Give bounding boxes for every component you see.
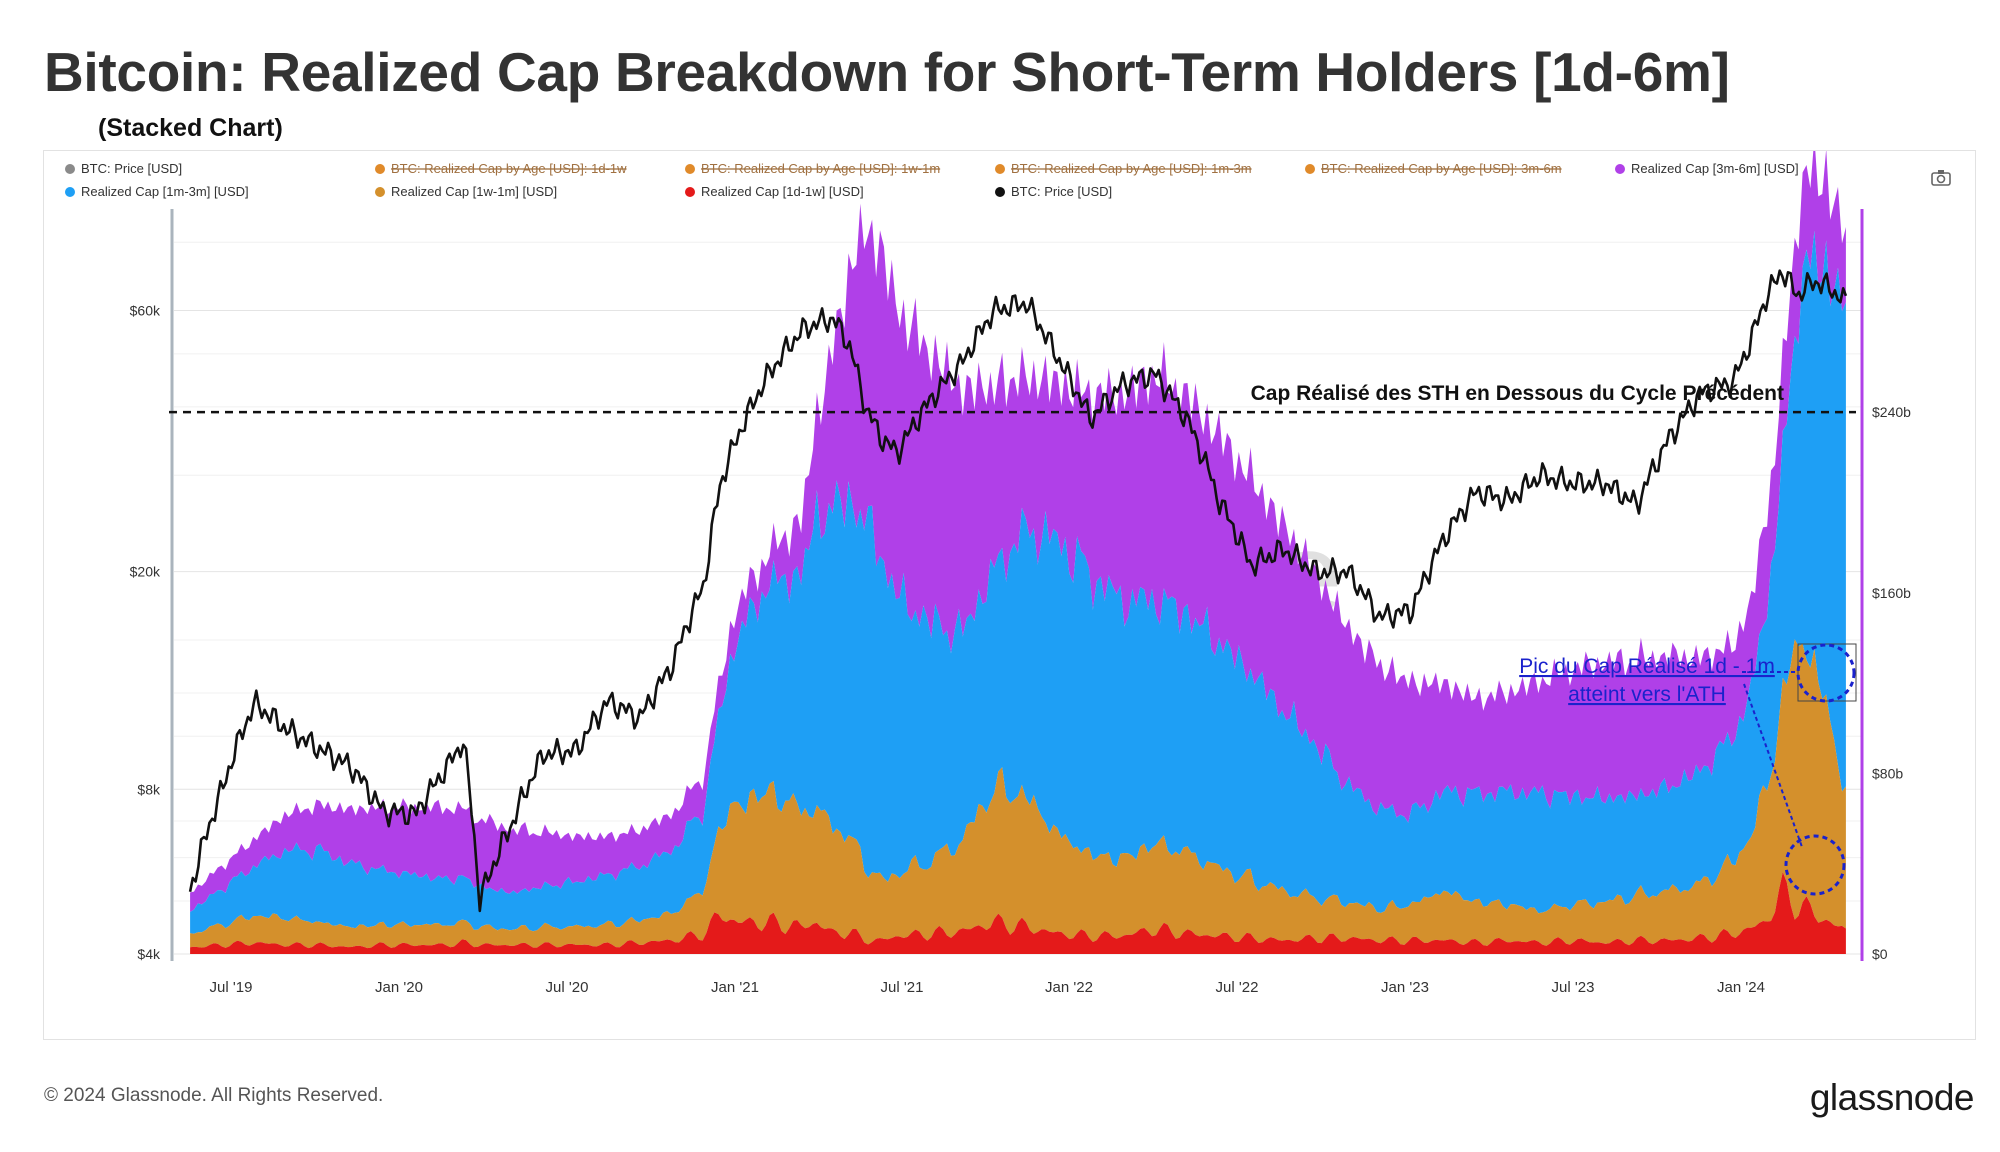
legend-label: BTC: Price [USD] — [1011, 184, 1112, 199]
legend-item[interactable]: BTC: Realized Cap by Age [USD]: 1d-1w — [375, 161, 627, 176]
y-left-tick-label: $4k — [137, 946, 161, 962]
x-tick-label: Jan '24 — [1717, 979, 1765, 996]
chart-svg: BTC: Price [USD] BTC: Realized Cap by Age… — [65, 137, 1951, 996]
legend-item[interactable]: BTC: Realized Cap by Age [USD]: 3m-6m — [1305, 161, 1562, 176]
area-realized-cap-1d-1w-usd- — [190, 872, 1846, 954]
x-tick-label: Jan '22 — [1045, 979, 1093, 996]
annotation-text-line1: Pic du Cap Réalisé 1d - 1m — [1519, 655, 1775, 678]
legend-marker — [375, 187, 385, 197]
annotation-text-line2: atteint vers l'ATH — [1568, 683, 1726, 706]
area-realized-cap-1m-3m-usd- — [190, 230, 1846, 934]
y-right-tick-label: $240b — [1872, 404, 1911, 420]
x-tick-label: Jan '20 — [375, 979, 423, 996]
legend-marker — [1305, 164, 1315, 174]
legend-label: BTC: Price [USD] — [81, 161, 182, 176]
x-tick-label: Jan '23 — [1381, 979, 1429, 996]
chart-legend: BTC: Price [USD] BTC: Realized Cap by Age… — [65, 161, 1799, 199]
y-right-tick-label: $80b — [1872, 765, 1903, 781]
legend-label: Realized Cap [1d-1w] [USD] — [701, 184, 864, 199]
y-right-tick-label: $160b — [1872, 585, 1911, 601]
chart-panel: BTC: Price [USD] BTC: Realized Cap by Age… — [43, 137, 1976, 1040]
annotation-circle-peak — [1796, 643, 1856, 703]
legend-label: Realized Cap [1m-3m] [USD] — [81, 184, 249, 199]
stacked-areas — [190, 137, 1846, 954]
legend-label: BTC: Realized Cap by Age [USD]: 3m-6m — [1321, 161, 1562, 176]
legend-marker — [1615, 164, 1625, 174]
page-subtitle: (Stacked Chart) — [98, 114, 283, 142]
legend-marker — [685, 164, 695, 174]
x-tick-label: Jul '21 — [881, 979, 924, 996]
area-realized-cap-3m-6m-usd- — [190, 137, 1846, 913]
footer-logo: glassnode — [1809, 1077, 1975, 1118]
x-axis-ticks: Jul '19 Jan '20 Jul '20 Jan '21 Jul '21 Jan '… — [210, 979, 1765, 996]
annotation-connector-red — [1743, 683, 1803, 848]
legend-item[interactable]: BTC: Price [USD] — [65, 161, 182, 176]
page-title: Bitcoin: Realized Cap Breakdown for Shor… — [44, 41, 1730, 103]
reference-line-label: Cap Réalisé des STH en Dessous du Cycle … — [1251, 382, 1784, 405]
y-left-tick-label: $20k — [130, 564, 161, 580]
x-tick-label: Jan '21 — [711, 979, 759, 996]
camera-icon[interactable] — [1931, 170, 1951, 186]
area-realized-cap-1w-1m-usd- — [190, 639, 1846, 949]
legend-item[interactable]: BTC: Realized Cap by Age [USD]: 1w-1m — [685, 161, 940, 176]
annotation-highlight-box — [1797, 643, 1857, 702]
legend-marker — [685, 187, 695, 197]
price-line-group — [188, 269, 1848, 913]
legend-label: BTC: Realized Cap by Age [USD]: 1m-3m — [1011, 161, 1252, 176]
legend-item[interactable]: Realized Cap [1d-1w] [USD] — [685, 184, 864, 199]
legend-label: BTC: Realized Cap by Age [USD]: 1d-1w — [391, 161, 627, 176]
legend-label: Realized Cap [1w-1m] [USD] — [391, 184, 557, 199]
y-left-tick-label: $60k — [130, 303, 161, 319]
x-tick-label: Jul '19 — [210, 979, 253, 996]
legend-item[interactable]: Realized Cap [3m-6m] [USD] — [1615, 161, 1799, 176]
legend-marker — [995, 164, 1005, 174]
legend-marker — [65, 187, 75, 197]
x-tick-label: Jul '20 — [546, 979, 589, 996]
x-tick-label: Jul '22 — [1216, 979, 1259, 996]
legend-marker — [65, 164, 75, 174]
legend-item[interactable]: Realized Cap [1m-3m] [USD] — [65, 184, 249, 199]
legend-item[interactable]: Realized Cap [1w-1m] [USD] — [375, 184, 557, 199]
legend-marker — [995, 187, 1005, 197]
legend-marker — [375, 164, 385, 174]
footer-copyright: © 2024 Glassnode. All Rights Reserved. — [44, 1085, 384, 1106]
y-right-tick-label: $0 — [1872, 946, 1888, 962]
annotation-group: Pic du Cap Réalisé 1d - 1m atteint vers l… — [1519, 643, 1857, 896]
y-axis-ticks: $4k $8k $20k $60k $0 $80b $160b $240b — [130, 303, 1912, 962]
legend-label: BTC: Realized Cap by Age [USD]: 1w-1m — [701, 161, 940, 176]
reference-line-group: Cap Réalisé des STH en Dessous du Cycle … — [169, 382, 1856, 414]
annotation-circle-red — [1784, 834, 1846, 896]
legend-label: Realized Cap [3m-6m] [USD] — [1631, 161, 1799, 176]
legend-item[interactable]: BTC: Price [USD] — [995, 184, 1112, 199]
legend-item[interactable]: BTC: Realized Cap by Age [USD]: 1m-3m — [995, 161, 1252, 176]
x-tick-label: Jul '23 — [1552, 979, 1595, 996]
y-left-tick-label: $8k — [137, 781, 161, 797]
price-line — [188, 269, 1848, 913]
